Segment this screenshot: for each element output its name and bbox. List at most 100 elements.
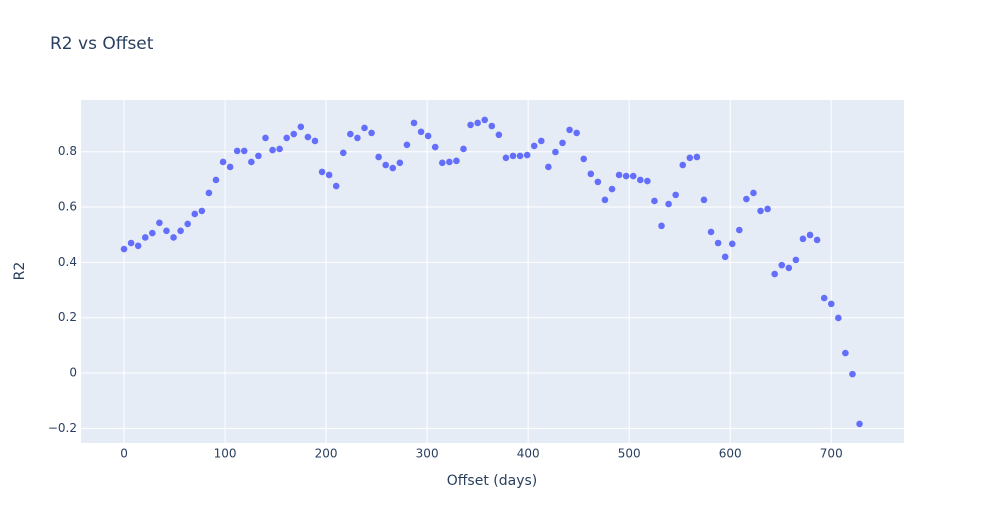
point bbox=[651, 197, 658, 205]
point bbox=[799, 235, 807, 243]
point bbox=[297, 123, 305, 131]
point bbox=[205, 189, 213, 197]
point bbox=[856, 420, 863, 428]
point bbox=[403, 141, 411, 149]
point bbox=[679, 161, 687, 169]
point bbox=[665, 200, 672, 208]
point bbox=[743, 195, 750, 203]
point bbox=[658, 222, 665, 230]
point bbox=[559, 139, 566, 147]
point bbox=[460, 145, 467, 153]
point bbox=[622, 172, 630, 180]
point bbox=[325, 171, 333, 179]
point bbox=[191, 210, 199, 218]
point bbox=[672, 191, 679, 199]
point bbox=[516, 152, 524, 160]
y-axis-title: R2 bbox=[12, 262, 28, 281]
point bbox=[368, 129, 375, 137]
point bbox=[141, 234, 149, 241]
x-tick-label: 700 bbox=[820, 447, 843, 461]
point bbox=[318, 168, 326, 176]
point bbox=[594, 178, 602, 186]
point bbox=[446, 158, 453, 166]
point bbox=[339, 149, 347, 157]
point bbox=[453, 157, 460, 165]
point bbox=[502, 154, 510, 162]
point bbox=[212, 176, 220, 184]
point bbox=[269, 146, 276, 154]
point bbox=[226, 163, 234, 171]
x-tick-label: 300 bbox=[416, 447, 439, 461]
y-tick-label: 0.2 bbox=[58, 310, 77, 324]
point bbox=[827, 300, 835, 308]
point bbox=[332, 182, 340, 190]
point bbox=[389, 164, 397, 172]
point bbox=[431, 143, 439, 151]
point bbox=[757, 207, 764, 215]
point bbox=[842, 349, 849, 357]
point bbox=[120, 245, 128, 253]
point bbox=[693, 153, 701, 161]
point bbox=[177, 227, 184, 235]
point bbox=[587, 170, 595, 178]
point bbox=[573, 129, 580, 137]
point bbox=[248, 158, 255, 166]
point bbox=[806, 231, 814, 239]
point bbox=[629, 172, 637, 180]
x-axis-title: Offset (days) bbox=[447, 473, 537, 489]
point bbox=[608, 185, 616, 193]
point bbox=[481, 116, 489, 124]
point bbox=[849, 370, 856, 378]
point bbox=[198, 207, 206, 215]
y-tick-label: 0.6 bbox=[58, 200, 77, 214]
point bbox=[820, 294, 828, 302]
point bbox=[792, 256, 800, 264]
point bbox=[361, 124, 368, 132]
chart-title: R2 vs Offset bbox=[50, 34, 154, 54]
point bbox=[276, 145, 283, 153]
point bbox=[686, 154, 694, 162]
point bbox=[410, 119, 418, 127]
point bbox=[240, 147, 248, 155]
point bbox=[304, 133, 312, 141]
point bbox=[523, 151, 531, 159]
point bbox=[156, 219, 163, 227]
point bbox=[764, 205, 771, 213]
point bbox=[785, 264, 793, 272]
point bbox=[354, 134, 361, 142]
point bbox=[184, 220, 191, 228]
point bbox=[382, 161, 390, 169]
point bbox=[813, 236, 821, 244]
x-tick-label: 600 bbox=[719, 447, 742, 461]
point bbox=[311, 137, 319, 145]
point bbox=[149, 229, 156, 237]
point bbox=[509, 152, 517, 160]
point bbox=[262, 134, 269, 142]
point bbox=[375, 153, 382, 161]
y-tick-label: −0.2 bbox=[48, 421, 77, 435]
point bbox=[714, 239, 722, 247]
point bbox=[474, 119, 481, 127]
point bbox=[637, 176, 644, 184]
x-tick-label: 500 bbox=[618, 447, 641, 461]
point bbox=[134, 242, 142, 250]
point bbox=[495, 131, 503, 139]
x-tick-label: 100 bbox=[214, 447, 237, 461]
point bbox=[721, 253, 729, 261]
x-tick-label: 400 bbox=[517, 447, 540, 461]
point bbox=[233, 147, 241, 155]
point bbox=[438, 159, 446, 167]
point bbox=[778, 261, 786, 269]
point bbox=[545, 163, 552, 171]
point bbox=[750, 189, 757, 197]
point bbox=[601, 196, 609, 204]
point bbox=[417, 128, 425, 136]
y-tick-label: 0.4 bbox=[58, 255, 77, 269]
point bbox=[736, 226, 743, 234]
point bbox=[219, 158, 227, 166]
point bbox=[728, 240, 736, 248]
point bbox=[283, 134, 290, 142]
point bbox=[566, 126, 573, 134]
